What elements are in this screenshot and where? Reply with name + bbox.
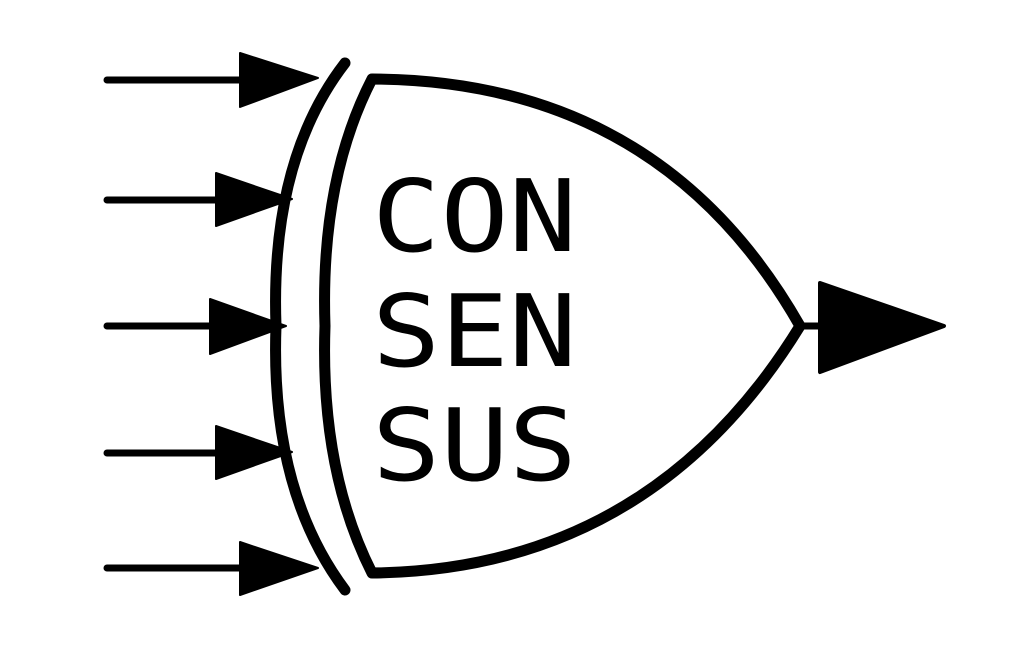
gate-label-line-3: SUS: [372, 387, 577, 504]
gate-label-line-1: CON: [372, 158, 577, 275]
input-arrows: [103, 52, 319, 596]
input-arrow-4: [103, 425, 293, 480]
input-arrow-1: [103, 52, 319, 108]
input-arrow-5: [103, 541, 319, 596]
gate-body: [319, 73, 806, 579]
input-arrow-3: [103, 298, 287, 355]
output-arrow: [796, 281, 946, 374]
gate-label-line-2: SEN: [372, 273, 577, 390]
input-arrow-2: [103, 172, 293, 227]
gate-back-curve: [270, 57, 351, 596]
gate-label: CON SEN SUS: [372, 158, 577, 504]
